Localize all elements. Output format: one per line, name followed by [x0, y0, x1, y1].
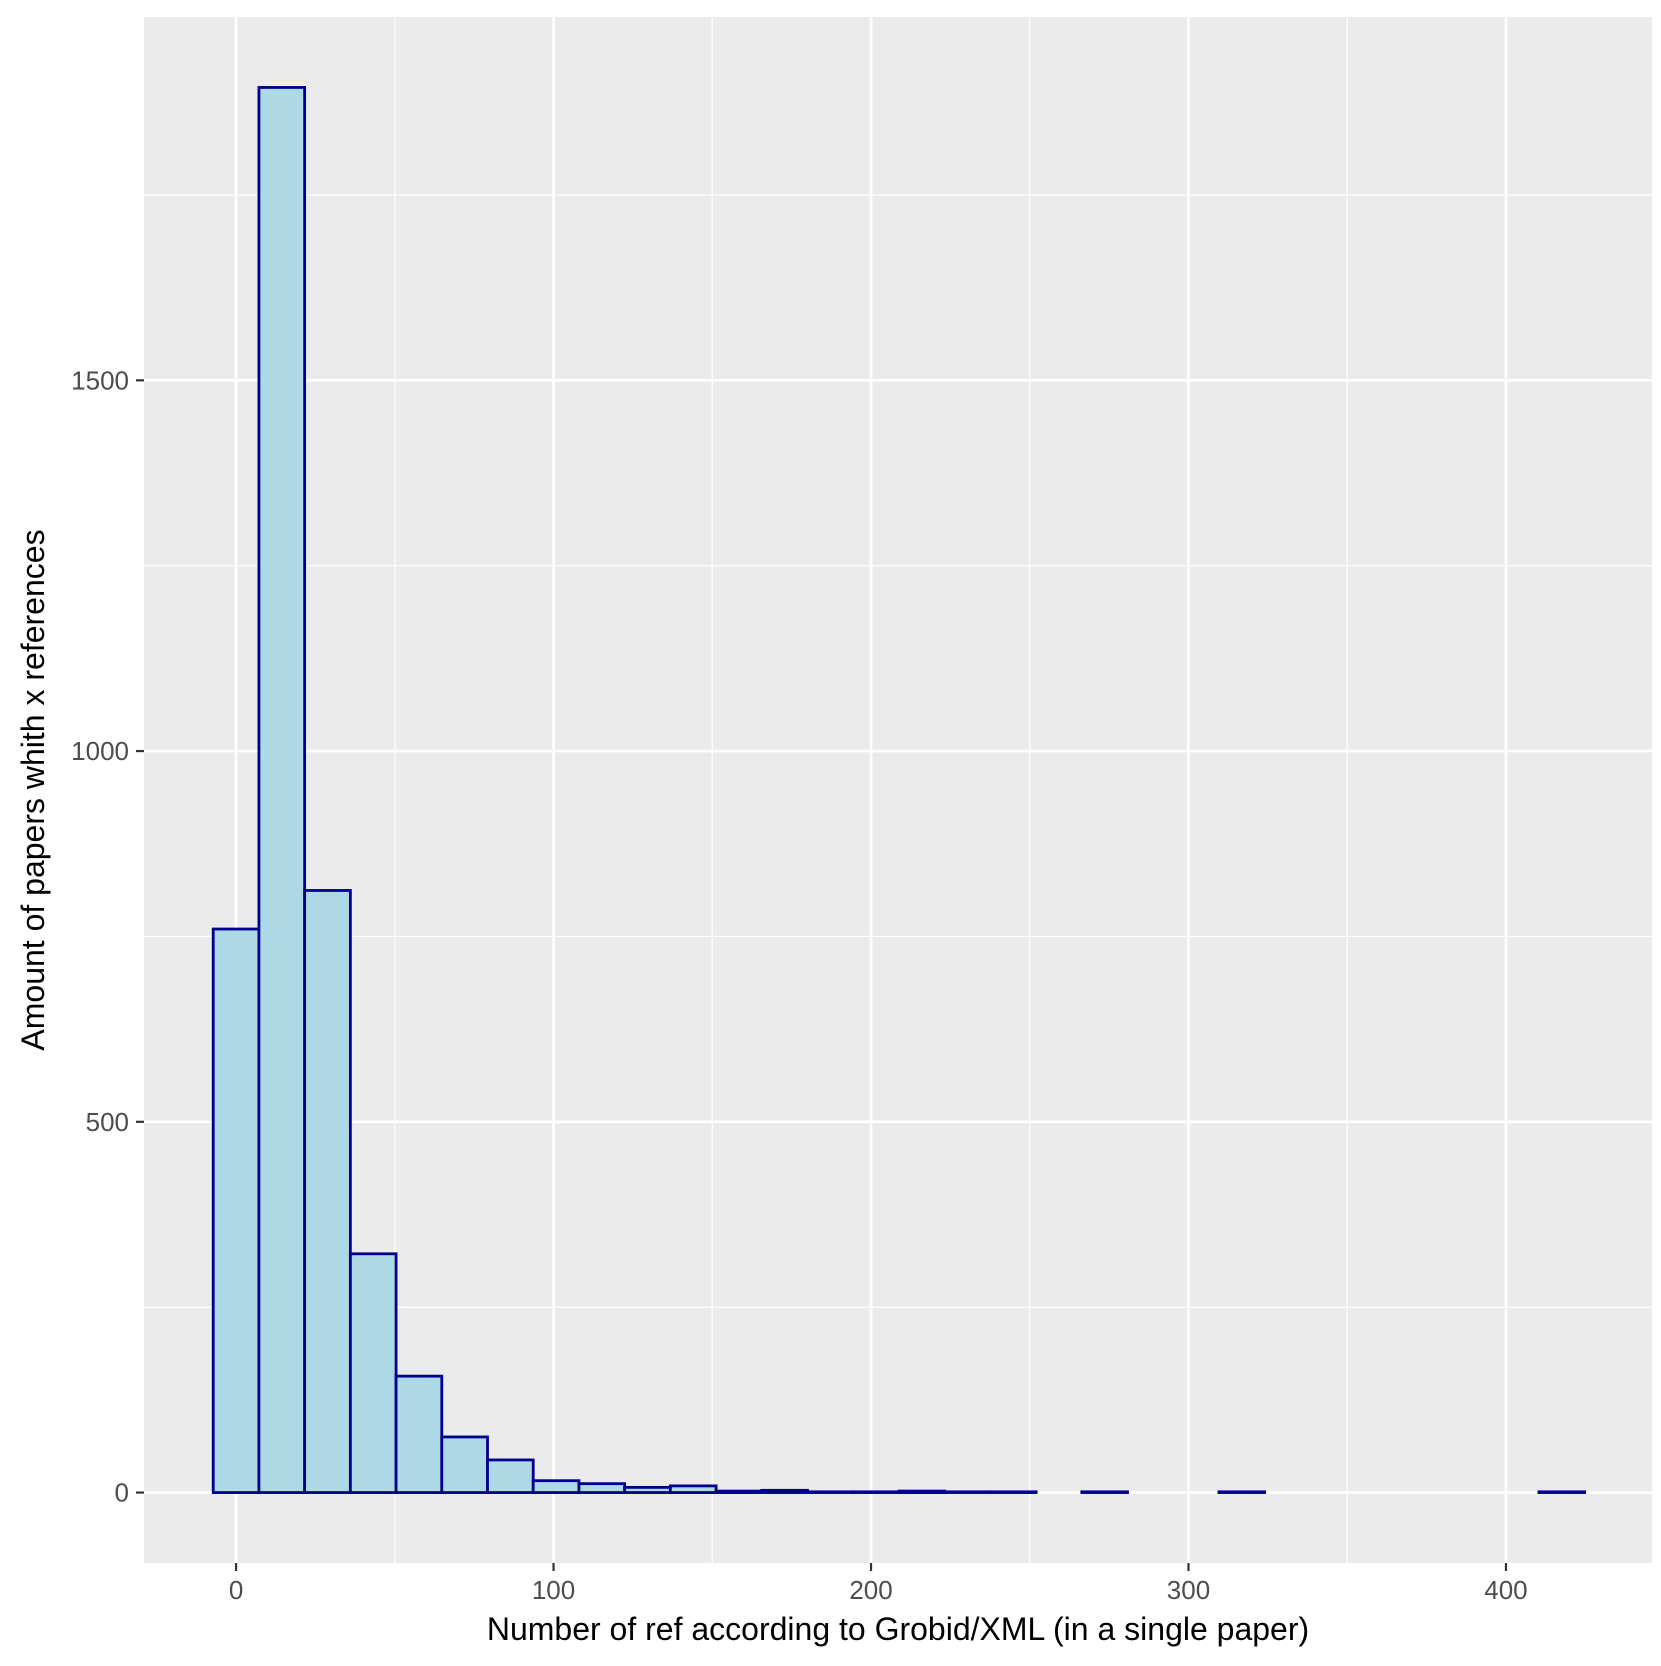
histogram-bar-8	[577, 1482, 627, 1494]
histogram-bar-16	[943, 1490, 992, 1494]
x-tick-label: 300	[1167, 1575, 1210, 1605]
minor-gridlines	[144, 17, 1652, 1563]
x-axis-title: Number of ref according to Grobid/XML (i…	[487, 1611, 1309, 1647]
histogram-bars	[211, 86, 1587, 1494]
histogram-bar-29	[1537, 1490, 1587, 1494]
y-tick-label: 1000	[71, 736, 129, 766]
histogram-bar-0	[211, 927, 261, 1494]
histogram-bar-10	[668, 1484, 718, 1494]
histogram-bar-4	[394, 1374, 444, 1494]
y-tick-label: 0	[115, 1478, 129, 1508]
x-tick-label: 0	[229, 1575, 243, 1605]
histogram-bar-15	[897, 1489, 947, 1494]
histogram-bar-11	[714, 1489, 764, 1494]
histogram-bar-6	[486, 1458, 535, 1494]
histogram-bar-22	[1217, 1490, 1267, 1494]
histogram-bar-7	[531, 1479, 581, 1494]
x-axis: 0 100 200 300 400	[229, 1563, 1528, 1605]
histogram-bar-5	[440, 1435, 489, 1494]
y-axis-title: Amount of papers whith x references	[15, 529, 51, 1050]
histogram-bar-9	[623, 1485, 672, 1494]
y-tick-label: 500	[86, 1107, 129, 1137]
histogram-bar-2	[303, 889, 352, 1494]
histogram-bar-17	[988, 1490, 1038, 1494]
histogram-bar-1	[257, 86, 307, 1494]
histogram-bar-13	[806, 1490, 855, 1494]
y-axis: 0 500 1000 1500	[71, 365, 144, 1508]
histogram-bar-14	[851, 1490, 901, 1494]
histogram-bar-12	[760, 1488, 809, 1494]
x-tick-label: 100	[532, 1575, 575, 1605]
x-tick-label: 400	[1484, 1575, 1527, 1605]
histogram-bar-3	[348, 1252, 398, 1494]
x-tick-label: 200	[849, 1575, 892, 1605]
y-tick-label: 1500	[71, 365, 129, 395]
histogram-bar-19	[1080, 1490, 1129, 1494]
